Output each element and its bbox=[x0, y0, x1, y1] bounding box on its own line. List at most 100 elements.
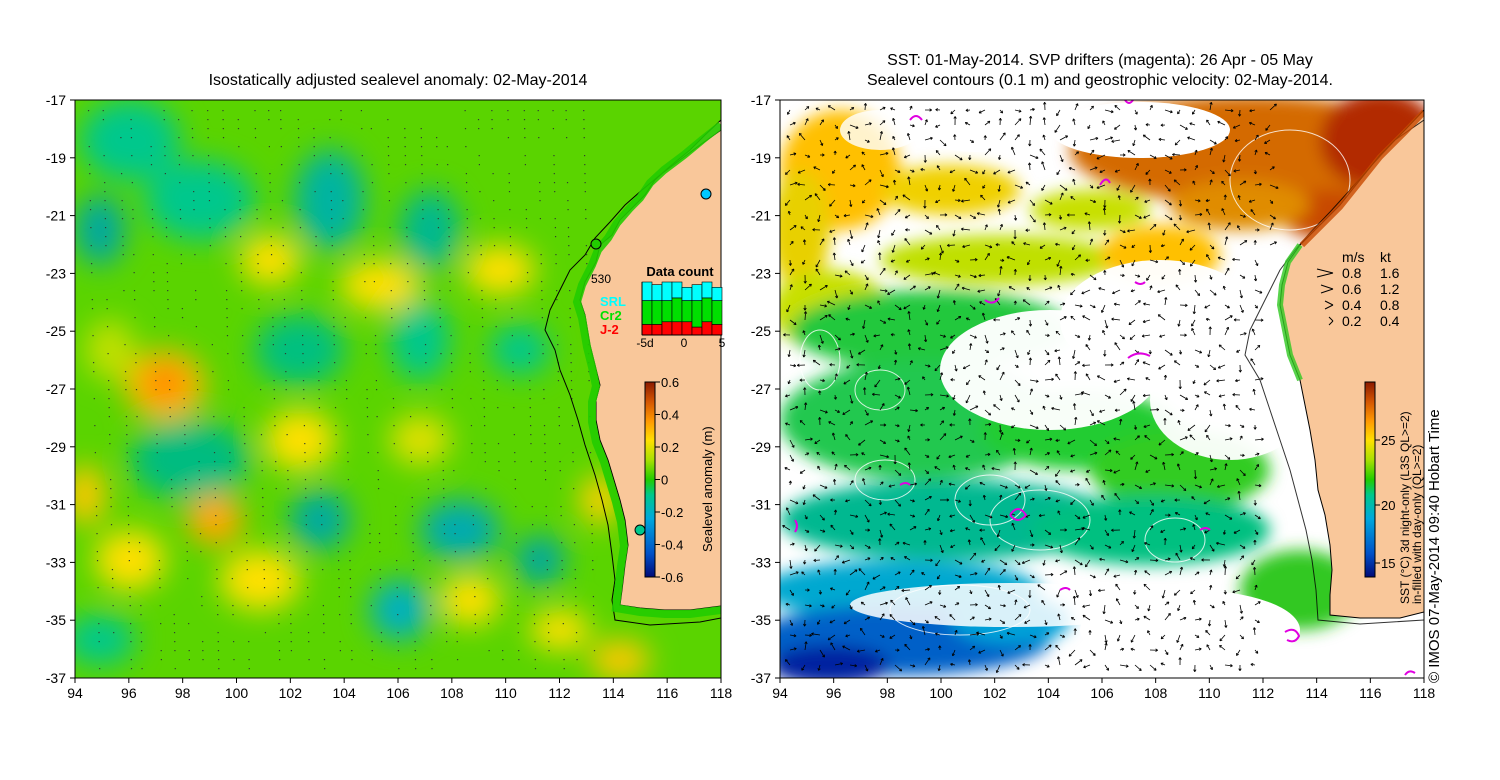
sla-tick-label: 0.2 bbox=[661, 440, 679, 455]
count-bar-j2 bbox=[641, 324, 653, 336]
sst-colorbar: 25 20 15 SST (°C) 3d night-only (L3S QL>=2… bbox=[1364, 381, 1424, 604]
y-tick-label: -17 bbox=[46, 92, 66, 108]
sla-colorbar-ticks: 0.6 0.4 0.2 0 -0.2 -0.4 -0.6 bbox=[655, 375, 683, 585]
sst-tick-label: 20 bbox=[1381, 498, 1395, 513]
count-x-tick: 0 bbox=[681, 336, 688, 350]
count-bar-j2 bbox=[651, 324, 663, 336]
x-tick-label: 94 bbox=[772, 685, 788, 701]
legend-srl: SRL bbox=[600, 294, 626, 309]
x-tick-label: 104 bbox=[332, 685, 356, 701]
y-tick-label: -19 bbox=[46, 150, 66, 166]
y-tick-label: -19 bbox=[751, 150, 771, 166]
y-tick-label: -23 bbox=[46, 265, 66, 281]
x-tick-label: 114 bbox=[602, 685, 625, 701]
x-tick-label: 114 bbox=[1306, 685, 1329, 701]
count-bar-cr2 bbox=[651, 300, 663, 325]
x-tick-label: 102 bbox=[279, 685, 303, 701]
speed-legend-rows: 0.8 1.60.6 1.20.4 0.80.2 0.4 bbox=[1316, 265, 1400, 329]
x-tick-label: 98 bbox=[880, 685, 896, 701]
sst-colorbar-ramp bbox=[1364, 381, 1376, 578]
count-bar-j2 bbox=[661, 321, 673, 336]
y-tick-label: -17 bbox=[751, 92, 771, 108]
imos-copyright: © IMOS 07-May-2014 09:40 Hobart Time bbox=[1426, 409, 1443, 683]
speed-ms-value: 0.2 bbox=[1342, 313, 1362, 329]
count-bar-j2 bbox=[691, 326, 703, 336]
x-tick-label: 108 bbox=[440, 685, 464, 701]
count-bar-cr2 bbox=[641, 300, 653, 325]
y-tick-label: -25 bbox=[751, 323, 771, 339]
svp-drifter-tracks bbox=[794, 100, 1416, 676]
count-bar-cr2 bbox=[681, 300, 693, 323]
speed-kt-value: 1.2 bbox=[1380, 281, 1400, 297]
sla-tick-label: 0.4 bbox=[661, 408, 679, 423]
sla-tick-label: -0.2 bbox=[661, 505, 683, 520]
count-bar-cr2 bbox=[701, 297, 713, 323]
y-tick-label: -31 bbox=[46, 497, 66, 513]
count-x-tick: -5d bbox=[636, 336, 653, 350]
count-bar-srl bbox=[711, 286, 723, 301]
speed-ms-value: 0.4 bbox=[1342, 297, 1362, 313]
sla-colorbar-label: Sealevel anomaly (m) bbox=[700, 426, 715, 552]
x-tick-label: 102 bbox=[983, 685, 1007, 701]
x-tick-label: 116 bbox=[656, 685, 679, 701]
speed-header-ms: m/s bbox=[1342, 249, 1365, 265]
count-bar-j2 bbox=[681, 321, 693, 336]
speed-ms-value: 0.8 bbox=[1342, 265, 1362, 281]
x-tick-label: 106 bbox=[386, 685, 410, 701]
x-tick-label: 110 bbox=[1198, 685, 1221, 701]
x-tick-label: 112 bbox=[548, 685, 571, 701]
x-tick-label: 96 bbox=[121, 685, 137, 701]
speed-kt-value: 0.4 bbox=[1380, 313, 1400, 329]
tide-gauge-marker bbox=[700, 188, 712, 200]
y-tick-label: -21 bbox=[751, 208, 771, 224]
sst-tick-label: 25 bbox=[1381, 433, 1395, 448]
right-panel-title-line2: Sealevel contours (0.1 m) and geostrophi… bbox=[866, 72, 1333, 89]
speed-header-kt: kt bbox=[1380, 249, 1391, 265]
y-tick-label: -33 bbox=[751, 554, 771, 570]
y-tick-label: -35 bbox=[751, 612, 771, 628]
y-tick-label: -27 bbox=[46, 381, 66, 397]
sla-anomaly-field bbox=[75, 100, 650, 678]
left-panel-title: Isostatically adjusted sealevel anomaly:… bbox=[208, 72, 588, 89]
sst-tick-label: 15 bbox=[1381, 556, 1395, 571]
data-count-bars bbox=[641, 281, 723, 336]
speed-kt-value: 1.6 bbox=[1380, 265, 1400, 281]
coastal-sst-band bbox=[1276, 109, 1424, 382]
count-bar-srl bbox=[641, 281, 653, 301]
x-tick-label: 94 bbox=[67, 685, 83, 701]
right-panel-title-line1: SST: 01-May-2014. SVP drifters (magenta)… bbox=[887, 52, 1313, 69]
count-bar-cr2 bbox=[691, 300, 703, 328]
sla-tick-label: -0.6 bbox=[661, 570, 683, 585]
sla-tick-label: 0.6 bbox=[661, 375, 679, 390]
y-tick-label: -27 bbox=[751, 381, 771, 397]
count-x-tick: 5 bbox=[719, 336, 726, 350]
speed-ms-value: 0.6 bbox=[1342, 281, 1362, 297]
count-bar-cr2 bbox=[671, 297, 683, 323]
shelf-contour-line bbox=[544, 129, 721, 626]
count-bar-srl bbox=[661, 281, 673, 301]
x-tick-label: 100 bbox=[929, 685, 953, 701]
y-tick-label: -37 bbox=[46, 670, 66, 686]
y-tick-label: -37 bbox=[751, 670, 771, 686]
x-tick-label: 100 bbox=[225, 685, 249, 701]
shelf-contour-line bbox=[1244, 119, 1424, 625]
x-tick-label: 110 bbox=[495, 685, 518, 701]
y-tick-label: -25 bbox=[46, 323, 66, 339]
sla-colorbar-ramp bbox=[644, 381, 656, 578]
speed-legend: m/s kt 0.8 1.60.6 1.20.4 0.80.2 0.4 bbox=[1316, 249, 1400, 329]
y-tick-label: -29 bbox=[46, 439, 66, 455]
x-tick-label: 112 bbox=[1252, 685, 1275, 701]
y-tick-label: -29 bbox=[751, 439, 771, 455]
y-tick-label: -35 bbox=[46, 612, 66, 628]
tide-gauge-marker bbox=[634, 524, 646, 536]
count-bar-srl bbox=[681, 286, 693, 301]
legend-cr2: Cr2 bbox=[600, 308, 622, 323]
y-tick-label: -31 bbox=[751, 497, 771, 513]
count-bar-srl bbox=[671, 281, 683, 299]
data-count-total: 530 bbox=[591, 272, 611, 286]
